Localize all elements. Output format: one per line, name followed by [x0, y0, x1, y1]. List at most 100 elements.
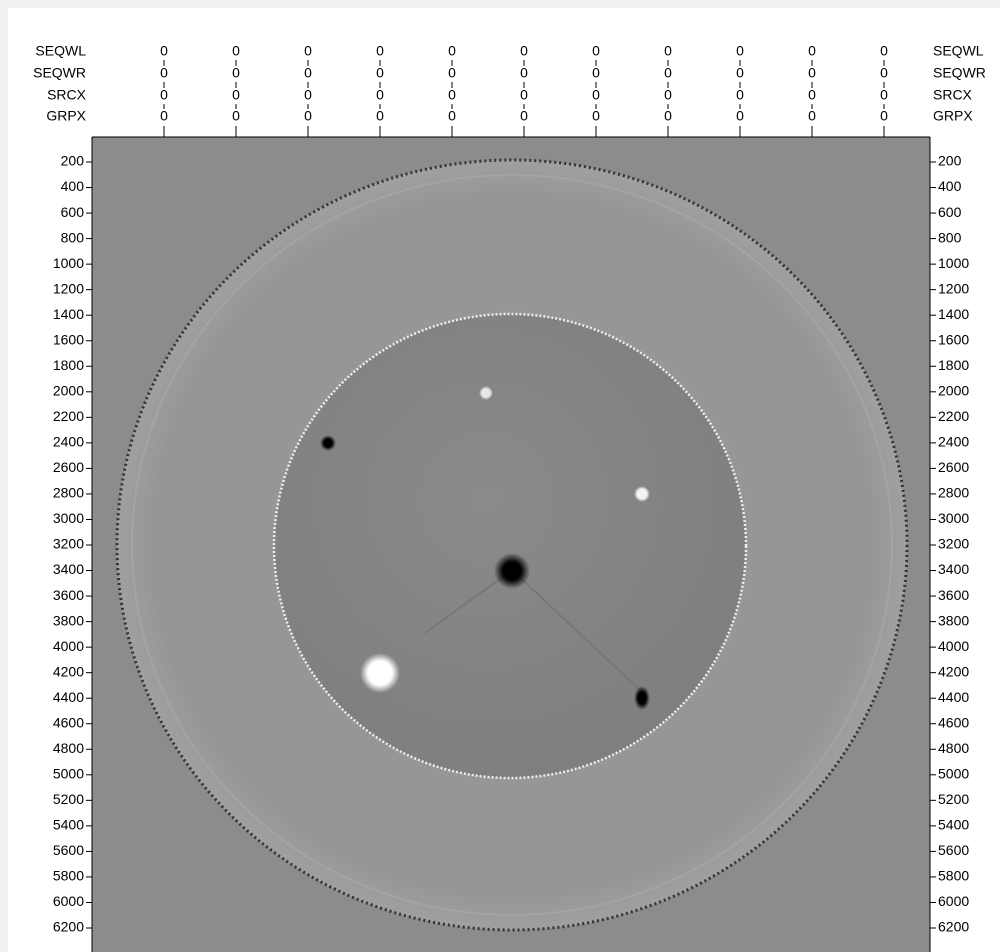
y-tick-label: 1600: [938, 331, 969, 347]
bright-spot: [634, 486, 650, 502]
y-tick-label: 4600: [938, 714, 969, 730]
y-tick-label: 3600: [938, 587, 969, 603]
y-tick-label: 4200: [53, 663, 84, 679]
header-value: 0: [160, 65, 168, 81]
header-value: 0: [376, 87, 384, 103]
y-tick-label: 200: [61, 153, 85, 169]
header-value: 0: [664, 87, 672, 103]
y-tick-label: 2800: [53, 485, 84, 501]
y-tick-label: 3800: [938, 612, 969, 628]
y-tick-label: 600: [61, 204, 85, 220]
y-tick-label: 800: [61, 229, 85, 245]
y-tick-label: 3600: [53, 587, 84, 603]
header-value: 0: [736, 87, 744, 103]
header-value: 0: [232, 108, 240, 124]
header-value: 0: [520, 43, 528, 59]
y-tick-label: 400: [61, 178, 85, 194]
header-value: 0: [808, 43, 816, 59]
y-tick-label: 2600: [53, 459, 84, 475]
header-label: SEQWL: [35, 43, 86, 59]
bright-spot: [479, 386, 493, 400]
y-tick-label: 1800: [53, 357, 84, 373]
y-tick-label: 800: [938, 229, 962, 245]
seismic-view: SEQWLSEQWL00000000000SEQWRSEQWR000000000…: [0, 0, 1000, 952]
header-value: 0: [808, 87, 816, 103]
y-tick-label: 1800: [938, 357, 969, 373]
y-tick-label: 1000: [938, 255, 969, 271]
header-value: 0: [232, 65, 240, 81]
y-tick-label: 2400: [938, 434, 969, 450]
header-value: 0: [160, 43, 168, 59]
y-tick-label: 5800: [53, 868, 84, 884]
y-tick-label: 3400: [938, 561, 969, 577]
y-tick-label: 4800: [938, 740, 969, 756]
dark-spot: [320, 435, 336, 451]
y-tick-label: 1400: [938, 306, 969, 322]
header-value: 0: [304, 43, 312, 59]
y-tick-label: 6200: [53, 919, 84, 935]
y-tick-label: 2400: [53, 434, 84, 450]
image: [92, 137, 930, 952]
y-tick-label: 2000: [938, 383, 969, 399]
header-value: 0: [664, 65, 672, 81]
y-tick-label: 4400: [938, 689, 969, 705]
y-tick-label: 6000: [938, 893, 969, 909]
inner-ring: [274, 314, 746, 778]
header-value: 0: [160, 87, 168, 103]
y-tick-label: 5200: [53, 791, 84, 807]
y-tick-label: 5600: [938, 842, 969, 858]
y-tick-label: 5000: [938, 766, 969, 782]
header-label: SEQWR: [33, 65, 86, 81]
header-value: 0: [736, 65, 744, 81]
y-tick-label: 4600: [53, 714, 84, 730]
y-tick-label: 1000: [53, 255, 84, 271]
header-label: SRCX: [933, 87, 973, 103]
y-tick-label: 5400: [53, 817, 84, 833]
header-label: SEQWR: [933, 65, 986, 81]
header-value: 0: [808, 65, 816, 81]
header-value: 0: [520, 87, 528, 103]
y-tick-label: 4400: [53, 689, 84, 705]
header-value: 0: [304, 87, 312, 103]
y-tick-label: 5400: [938, 817, 969, 833]
header-value: 0: [880, 108, 888, 124]
y-tick-label: 4800: [53, 740, 84, 756]
header-value: 0: [808, 108, 816, 124]
y-tick-label: 3200: [53, 536, 84, 552]
header-value: 0: [160, 108, 168, 124]
header-value: 0: [736, 108, 744, 124]
header-value: 0: [664, 108, 672, 124]
header-value: 0: [376, 108, 384, 124]
header-label: GRPX: [46, 108, 86, 124]
y-tick-label: 1400: [53, 306, 84, 322]
header-value: 0: [304, 108, 312, 124]
y-tick-label: 6000: [53, 893, 84, 909]
bright-spot: [360, 653, 400, 693]
y-tick-label: 3200: [938, 536, 969, 552]
y-tick-label: 2000: [53, 383, 84, 399]
y-tick-label: 5000: [53, 766, 84, 782]
header-value: 0: [736, 43, 744, 59]
header-value: 0: [592, 108, 600, 124]
y-tick-label: 5200: [938, 791, 969, 807]
y-tick-label: 2200: [53, 408, 84, 424]
y-tick-label: 4000: [53, 638, 84, 654]
y-tick-label: 600: [938, 204, 962, 220]
header-value: 0: [232, 43, 240, 59]
header-value: 0: [880, 43, 888, 59]
header-label: GRPX: [933, 108, 973, 124]
y-tick-label: 2600: [938, 459, 969, 475]
header-value: 0: [448, 65, 456, 81]
y-tick-label: 3000: [938, 510, 969, 526]
header-label: SRCX: [47, 87, 87, 103]
header-value: 0: [664, 43, 672, 59]
y-tick-label: 400: [938, 178, 962, 194]
header-value: 0: [520, 65, 528, 81]
y-tick-label: 3000: [53, 510, 84, 526]
y-tick-label: 2200: [938, 408, 969, 424]
y-tick-label: 1600: [53, 331, 84, 347]
y-tick-label: 4200: [938, 663, 969, 679]
y-tick-label: 1200: [53, 280, 84, 296]
header-value: 0: [448, 43, 456, 59]
header-value: 0: [376, 65, 384, 81]
